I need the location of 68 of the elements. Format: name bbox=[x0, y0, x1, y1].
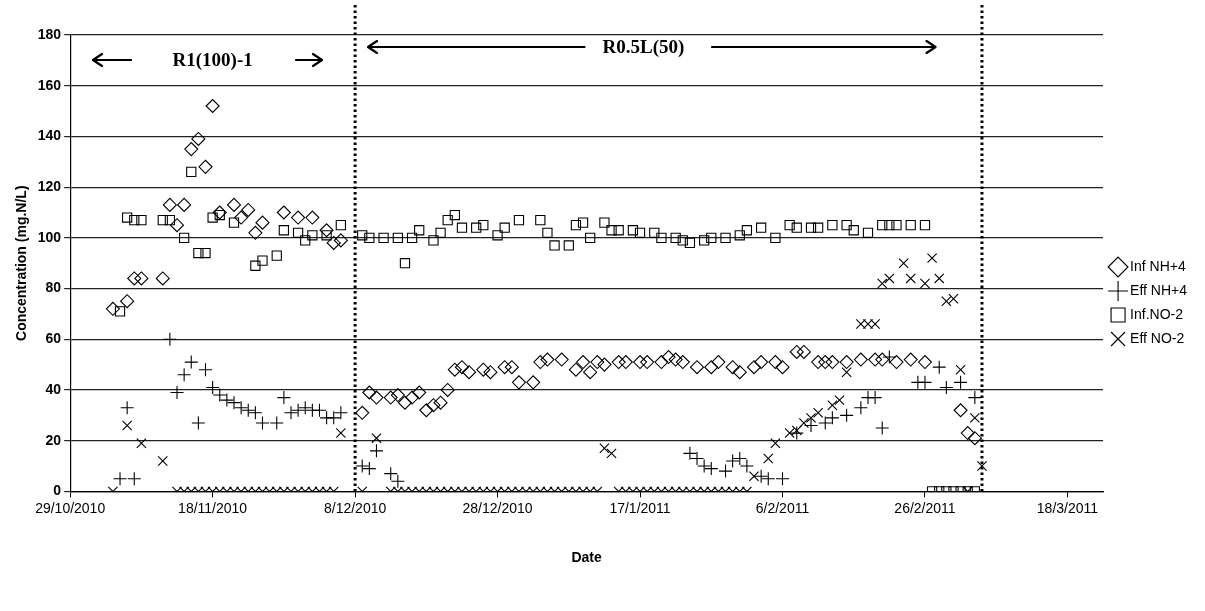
point bbox=[704, 461, 719, 476]
point bbox=[269, 415, 284, 430]
y-tick-label: 100 bbox=[37, 228, 62, 245]
point bbox=[369, 443, 384, 458]
point bbox=[932, 360, 947, 375]
point bbox=[868, 390, 883, 405]
point bbox=[255, 415, 270, 430]
point bbox=[718, 464, 733, 479]
x-tick-label: 18/11/2010 bbox=[178, 499, 248, 516]
x-tick-label: 8/12/2010 bbox=[323, 499, 387, 516]
point bbox=[754, 469, 769, 484]
point bbox=[967, 390, 982, 405]
point bbox=[248, 405, 263, 420]
point bbox=[875, 420, 890, 436]
point bbox=[825, 410, 840, 425]
x-tick-label: 29/10/2010 bbox=[35, 499, 106, 516]
y-tick-label: 0 bbox=[53, 482, 62, 499]
point bbox=[725, 453, 740, 469]
point bbox=[169, 385, 185, 400]
x-tick-label: 17/1/2011 bbox=[609, 499, 671, 516]
y-tick-label: 160 bbox=[37, 76, 62, 93]
point bbox=[298, 400, 313, 415]
legend-label: Eff NH+4 bbox=[1130, 281, 1188, 298]
point bbox=[939, 380, 954, 395]
y-tick-label: 40 bbox=[45, 380, 62, 397]
point bbox=[789, 426, 804, 441]
point bbox=[803, 418, 819, 433]
point bbox=[191, 415, 206, 430]
y-tick-label: 60 bbox=[45, 330, 62, 347]
x-tick-label: 6/2/2011 bbox=[755, 499, 810, 516]
legend-label: Inf.NO-2 bbox=[1130, 305, 1184, 322]
point bbox=[355, 458, 370, 474]
y-tick-label: 140 bbox=[37, 127, 62, 144]
y-axis-title: Concentration (mg.N/L) bbox=[13, 185, 30, 341]
x-tick-label: 28/12/2010 bbox=[462, 499, 533, 516]
point bbox=[362, 461, 377, 476]
legend-label: Inf NH+4 bbox=[1130, 257, 1186, 274]
point bbox=[291, 403, 306, 418]
point bbox=[112, 471, 128, 486]
x-tick-label: 26/2/2011 bbox=[894, 499, 956, 516]
point bbox=[127, 471, 142, 486]
x-tick-label: 18/3/2011 bbox=[1036, 499, 1099, 516]
point bbox=[839, 408, 854, 423]
point bbox=[882, 349, 897, 365]
point bbox=[917, 375, 933, 390]
point bbox=[953, 375, 968, 390]
point bbox=[198, 362, 213, 377]
point bbox=[162, 332, 177, 347]
point bbox=[775, 471, 790, 486]
point bbox=[761, 471, 776, 486]
point bbox=[241, 403, 256, 418]
y-tick-label: 20 bbox=[45, 431, 62, 448]
legend-label: Eff NO-2 bbox=[1130, 329, 1185, 346]
y-tick-label: 80 bbox=[45, 279, 62, 296]
point bbox=[333, 405, 348, 420]
point bbox=[326, 410, 341, 425]
point bbox=[283, 405, 299, 420]
point bbox=[120, 400, 135, 415]
y-tick-label: 120 bbox=[37, 177, 62, 194]
point bbox=[184, 355, 199, 370]
annotation: R0.5L(50) bbox=[600, 36, 687, 58]
point bbox=[177, 367, 192, 382]
point bbox=[853, 400, 868, 415]
point bbox=[276, 390, 291, 405]
annotation: R1(100)-1 bbox=[170, 49, 255, 71]
y-tick-label: 180 bbox=[37, 25, 62, 42]
point bbox=[818, 415, 833, 430]
x-axis-title: Date bbox=[571, 549, 602, 566]
